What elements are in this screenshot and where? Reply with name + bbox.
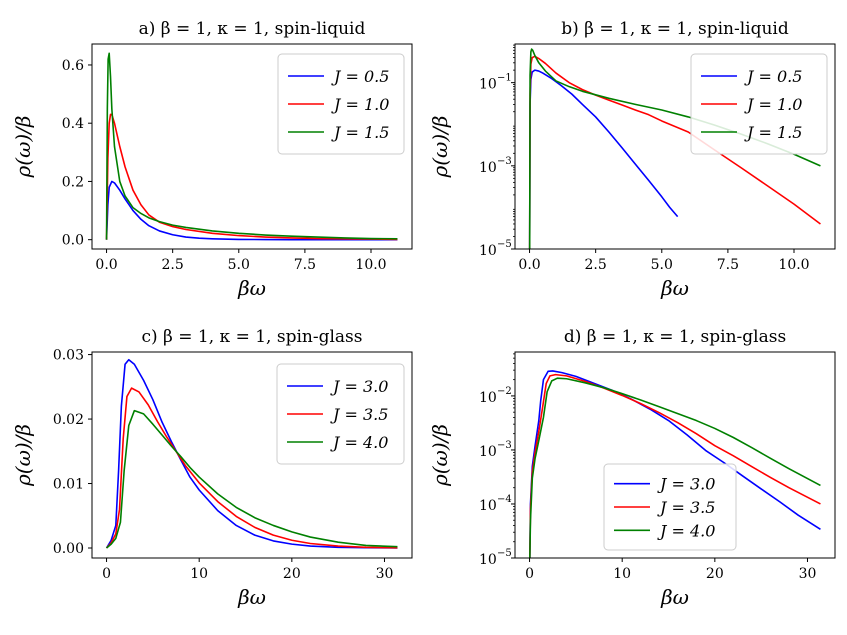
legend-label: J = 3.5 (330, 405, 388, 424)
y-axis-label: ρ(ω)/β (428, 116, 452, 179)
y-tick-label-base: 10 (479, 243, 497, 259)
y-tick-label-base: 10 (479, 552, 497, 568)
y-tick-label-base: 10 (479, 390, 497, 406)
y-tick-label-exponent: −4 (497, 494, 512, 505)
x-tick-label: 5.0 (651, 257, 673, 273)
y-tick-label-base: 10 (479, 160, 497, 176)
y-tick-label-exponent: −3 (497, 440, 512, 451)
y-tick-label: 0.0 (62, 233, 84, 249)
legend-label: J = 1.0 (744, 95, 802, 114)
y-tick-label-exponent: −2 (497, 386, 512, 397)
y-tick-label: 0.2 (62, 174, 84, 190)
legend-label: J = 3.5 (657, 498, 715, 517)
legend-label: J = 1.5 (331, 123, 389, 142)
y-tick-label: 0.00 (53, 541, 84, 557)
legend-label: J = 4.0 (330, 433, 388, 452)
y-tick-label-exponent: −3 (497, 156, 512, 167)
axes-frame (91, 43, 413, 250)
x-axis-label: βω (660, 585, 689, 609)
series-line-j-0-5 (105, 180, 398, 241)
x-tick-label: 20 (706, 566, 724, 582)
chart-panel-1: b) β = 1, κ = 1, spin-liquid 0.0 2.5 5.0 7.5… (428, 19, 836, 300)
x-tick-label: 5.0 (228, 257, 250, 273)
y-tick-label: 0.6 (62, 58, 84, 74)
chart-title: b) β = 1, κ = 1, spin-liquid (561, 19, 789, 39)
x-tick-label: 10.0 (778, 257, 809, 273)
legend-label: J = 3.0 (330, 377, 388, 396)
y-axis-label: ρ(ω)/β (428, 424, 452, 487)
y-tick-label-exponent: −5 (497, 239, 512, 250)
legend-label: J = 0.5 (744, 67, 802, 86)
x-tick-label: 30 (799, 566, 817, 582)
chart-panel-2: c) β = 1, κ = 1, spin-glass 0 10 20 30 0.00 0.… (11, 327, 413, 609)
legend-box (690, 53, 828, 155)
y-tick-label: 0.03 (53, 348, 84, 364)
chart-title: d) β = 1, κ = 1, spin-glass (564, 327, 786, 347)
x-tick-label: 10 (613, 566, 631, 582)
legend-box (277, 53, 405, 155)
legend-box (603, 463, 737, 551)
x-axis-label: βω (237, 276, 266, 300)
legend-label: J = 4.0 (657, 521, 715, 540)
x-tick-label: 0.0 (95, 257, 117, 273)
series-line-j-1-0 (528, 55, 821, 249)
axes-frame (91, 351, 413, 559)
x-tick-label: 0 (525, 566, 534, 582)
legend-box (276, 363, 405, 465)
y-tick-label-base: 10 (479, 77, 497, 93)
series-line-j-1-0 (105, 113, 398, 241)
legend-label: J = 0.5 (331, 67, 389, 86)
x-tick-label: 0.0 (518, 257, 540, 273)
series-line-j-0-5 (528, 69, 679, 249)
y-axis-label: ρ(ω)/β (11, 116, 35, 179)
legend-label: J = 3.0 (657, 475, 715, 494)
legend-label: J = 1.5 (744, 123, 802, 142)
x-tick-label: 2.5 (162, 257, 184, 273)
x-tick-label: 2.5 (585, 257, 607, 273)
legend-label: J = 1.0 (331, 95, 389, 114)
x-tick-label: 0 (102, 566, 111, 582)
chart-title: a) β = 1, κ = 1, spin-liquid (139, 19, 366, 39)
x-tick-label: 30 (376, 566, 394, 582)
y-tick-label: 0.02 (53, 412, 84, 428)
axes-frame (514, 43, 836, 250)
chart-title: c) β = 1, κ = 1, spin-glass (142, 327, 363, 347)
x-tick-label: 7.5 (294, 257, 316, 273)
y-tick-label: 0.4 (62, 116, 84, 132)
y-tick-label-base: 10 (479, 444, 497, 460)
x-tick-label: 10.0 (355, 257, 386, 273)
x-axis-label: βω (237, 585, 266, 609)
x-tick-label: 7.5 (717, 257, 739, 273)
y-tick-label-exponent: −5 (497, 548, 512, 559)
x-tick-label: 10 (190, 566, 208, 582)
series-line-j-4-0 (106, 409, 398, 549)
y-tick-label-base: 10 (479, 498, 497, 514)
y-tick-label: 0.01 (53, 477, 84, 493)
series-line-j-1-5 (105, 52, 398, 240)
y-axis-label: ρ(ω)/β (11, 424, 35, 487)
chart-panel-0: a) β = 1, κ = 1, spin-liquid 0.0 2.5 5.0 7.5… (11, 19, 413, 300)
y-tick-label-exponent: −1 (497, 73, 512, 84)
x-axis-label: βω (660, 276, 689, 300)
series-line-j-4-0 (529, 377, 821, 558)
x-tick-label: 20 (283, 566, 301, 582)
